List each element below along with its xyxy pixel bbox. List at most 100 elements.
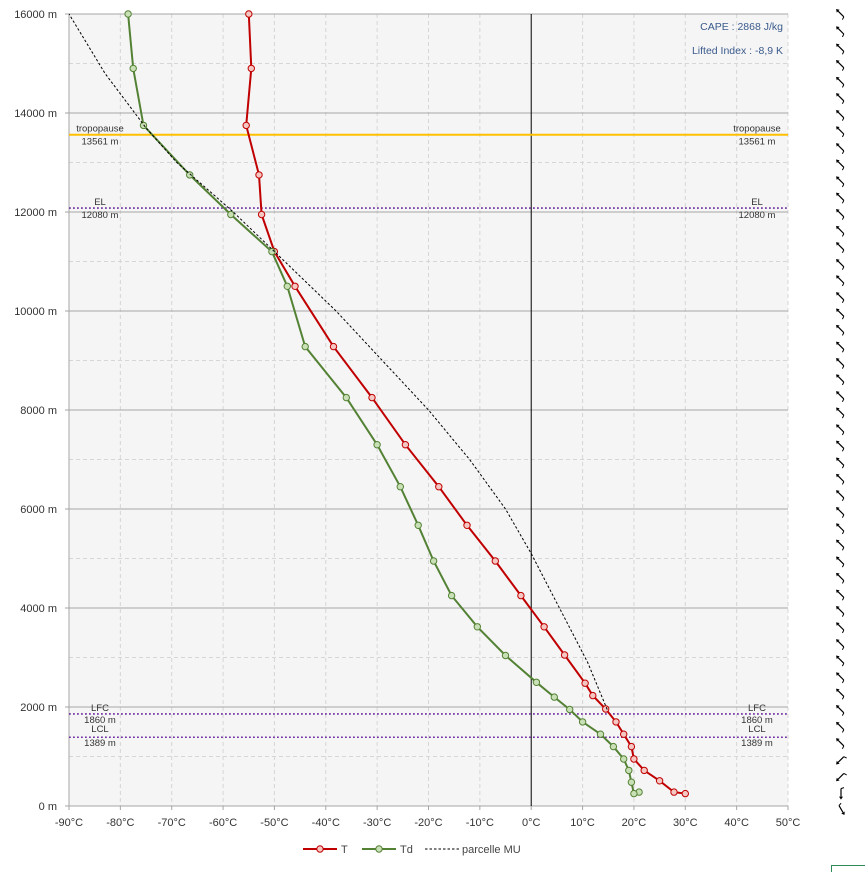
LCL-value-right: 1389 m [741, 738, 773, 749]
major-grid [68, 13, 788, 807]
wind-barb-tick [841, 332, 845, 336]
wind-barb-tick [841, 629, 845, 634]
wind-barb-tick [841, 580, 845, 584]
wind-barb-tick [841, 133, 845, 138]
wind-barb [836, 358, 845, 369]
x-tick-label: 20°C [622, 817, 647, 829]
wind-barb-head [836, 539, 840, 544]
t-point [245, 10, 253, 18]
td-point [396, 483, 404, 491]
wind-barb-head [836, 606, 840, 610]
wind-barb-tick [841, 365, 845, 369]
wind-barb-shaft [837, 260, 845, 268]
wind-barb-shaft [837, 475, 845, 483]
wind-barb-head [836, 639, 840, 643]
td-point [625, 766, 633, 775]
wind-barb-tick [841, 481, 845, 485]
t-point [435, 483, 443, 491]
legend-td-label: Td [400, 844, 413, 856]
wind-barb-shaft [837, 558, 845, 565]
wind-barb-tick [841, 514, 845, 518]
parcel-line [68, 13, 608, 710]
td-point [227, 210, 235, 219]
wind-barb [836, 26, 845, 38]
wind-barb-head [836, 60, 840, 64]
wind-barb-shaft [837, 178, 845, 185]
x-tick-label: -70°C [158, 817, 186, 829]
t-point [620, 730, 628, 738]
EL-value-right: 12080 m [739, 210, 776, 221]
wind-barb [838, 802, 845, 816]
wind-barb-shaft [837, 144, 845, 152]
td-point [620, 755, 628, 763]
wind-barb-shaft [837, 426, 845, 433]
wind-barb-head [836, 324, 840, 329]
info-box: CAPE : 2868 J/kg Lifted Index : -8,9 K [692, 21, 783, 57]
wind-barb [836, 374, 845, 386]
EL-label-right: EL [751, 197, 763, 208]
wind-barb-tick [841, 564, 845, 568]
wind-barb-head [836, 721, 840, 726]
wind-barb-tick [841, 349, 845, 353]
tropopause-label-right: tropopause [733, 124, 781, 135]
wind-barb-tick [841, 679, 845, 684]
wind-barb-tick [841, 216, 845, 220]
wind-barb-tick [841, 381, 845, 386]
wind-barb-head [836, 43, 840, 48]
wind-barb-tick [841, 316, 845, 320]
wind-barb-head [836, 308, 840, 313]
wind-barb [836, 9, 845, 20]
wind-barbs [836, 9, 847, 816]
t-point [247, 64, 256, 73]
t-point [491, 557, 499, 565]
wind-barb-shaft [837, 293, 845, 301]
wind-barb-tick [841, 415, 845, 419]
t-point [640, 766, 648, 775]
wind-barb [836, 490, 845, 501]
wind-barb [836, 572, 845, 584]
wind-barb-shaft [837, 756, 845, 763]
wind-barb-head [836, 159, 840, 164]
y-tick-label: 10000 m [14, 306, 57, 318]
wind-barb [836, 110, 845, 121]
wind-barb-shaft [837, 624, 845, 631]
wind-barb-tick [841, 646, 845, 650]
t-point [627, 742, 636, 751]
wind-barb [836, 292, 845, 303]
wind-barb-shaft [837, 61, 845, 69]
wind-barb [836, 622, 845, 634]
wind-barb-shaft [837, 343, 845, 350]
corner-frame [831, 865, 865, 872]
wind-barb [836, 688, 845, 700]
wind-barb-tick [841, 16, 845, 20]
wind-barb-tick [841, 150, 845, 154]
LCL-label-right: LCL [748, 724, 765, 735]
lifted-index-text: Lifted Index : -8,9 K [692, 45, 783, 57]
td-point [550, 693, 558, 701]
td-point [447, 591, 456, 600]
wind-barb [836, 60, 845, 71]
td-point [578, 718, 587, 726]
td-point [532, 678, 541, 686]
td-point [630, 789, 638, 798]
wind-barb [836, 721, 845, 733]
wind-barb-head [836, 556, 840, 561]
td-point [283, 282, 291, 290]
wind-barb [836, 457, 845, 469]
y-tick-label: 16000 m [14, 9, 57, 21]
wind-barb-tick [838, 802, 842, 806]
wind-barb [836, 773, 847, 782]
td-point [342, 393, 350, 402]
wind-barb-tick [841, 465, 845, 469]
wind-barb-shaft [837, 541, 845, 548]
wind-barb [839, 787, 845, 800]
wind-barb-shaft [837, 376, 845, 383]
x-tick-label: -90°C [55, 817, 83, 829]
tropopause-label-left: tropopause [76, 124, 124, 135]
y-tick-label: 0 m [39, 801, 57, 813]
t-point [655, 777, 664, 785]
t-point [670, 788, 678, 796]
wind-barb-shaft [837, 723, 845, 731]
td-point [124, 10, 132, 18]
wind-barb-tick [841, 100, 845, 104]
